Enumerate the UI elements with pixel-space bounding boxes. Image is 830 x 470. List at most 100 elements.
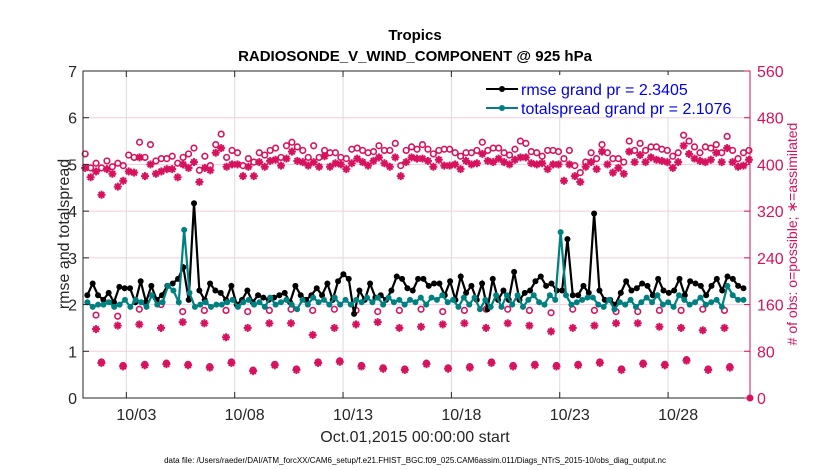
- series-point-rmse: [729, 275, 736, 282]
- obs-assimilated-marker: [385, 162, 394, 171]
- legend-spread-marker: [499, 105, 505, 111]
- series-point-totalspread: [143, 303, 150, 310]
- obs-possible-marker: [547, 309, 555, 317]
- obs-assimilated-marker: [440, 161, 449, 170]
- obs-possible-marker: [369, 147, 378, 156]
- series-point-rmse: [196, 287, 203, 294]
- series-point-rmse: [468, 282, 475, 289]
- series-point-rmse: [649, 292, 656, 299]
- obs-assimilated-marker: [590, 321, 599, 330]
- obs-possible-marker: [677, 306, 685, 315]
- obs-possible-marker: [190, 144, 198, 152]
- obs-possible-marker: [745, 146, 753, 155]
- series-point-totalspread: [401, 301, 408, 308]
- series-point-totalspread: [299, 296, 306, 303]
- obs-assimilated-marker: [630, 158, 639, 167]
- obs-possible-marker: [184, 150, 193, 158]
- series-point-totalspread: [165, 282, 172, 289]
- y2-axis-label: # of obs: o=possible; ∗=assimilated: [784, 123, 800, 346]
- series-point-rmse: [116, 283, 123, 290]
- obs-possible-marker: [299, 146, 307, 155]
- obs-possible-marker: [239, 161, 247, 170]
- obs-assimilated-marker: [592, 165, 601, 174]
- obs-assimilated-marker: [489, 158, 498, 167]
- series-point-rmse: [356, 287, 363, 294]
- series-point-totalspread: [315, 299, 322, 306]
- series-point-totalspread: [708, 299, 715, 306]
- obs-possible-marker: [201, 152, 209, 160]
- series-point-totalspread: [439, 292, 446, 299]
- obs-assimilated-marker: [598, 147, 607, 156]
- series-point-rmse: [537, 273, 544, 280]
- obs-assimilated-marker: [460, 319, 469, 328]
- series-point-rmse: [84, 292, 91, 299]
- obs-possible-marker: [617, 365, 626, 373]
- obs-assimilated-marker: [505, 160, 514, 169]
- series-point-totalspread: [622, 301, 629, 308]
- obs-assimilated-marker: [445, 161, 454, 170]
- series-point-rmse: [532, 278, 539, 285]
- obs-possible-marker: [97, 358, 106, 366]
- obs-possible-marker: [704, 365, 712, 373]
- obs-assimilated-marker: [260, 162, 269, 171]
- obs-assimilated-marker: [603, 160, 612, 169]
- obs-assimilated-marker: [243, 323, 252, 332]
- obs-possible-marker: [119, 161, 127, 170]
- series-point-rmse: [335, 278, 342, 285]
- series-point-rmse: [105, 289, 112, 296]
- series-point-totalspread: [584, 294, 591, 301]
- obs-possible-marker: [103, 157, 111, 165]
- obs-possible-marker: [560, 154, 568, 163]
- chart-subtitle: RADIOSONDE_V_WIND_COMPONENT @ 925 hPa: [238, 48, 593, 65]
- series-point-rmse: [697, 282, 704, 289]
- obs-possible-marker: [661, 360, 669, 368]
- obs-assimilated-marker: [438, 320, 447, 329]
- series-point-rmse: [244, 287, 251, 294]
- series-point-totalspread: [240, 299, 247, 306]
- series-point-rmse: [313, 285, 320, 292]
- series-point-totalspread: [471, 294, 478, 301]
- obs-possible-marker: [249, 366, 257, 374]
- obs-assimilated-marker: [320, 152, 329, 161]
- series-point-totalspread: [347, 301, 354, 308]
- obs-assimilated-marker: [608, 168, 617, 177]
- obs-assimilated-marker: [308, 330, 317, 339]
- series-point-rmse: [671, 287, 678, 294]
- series-point-totalspread: [428, 294, 435, 301]
- obs-possible-marker: [418, 140, 427, 149]
- series-point-rmse: [281, 289, 288, 296]
- obs-possible-marker: [538, 152, 546, 160]
- series-point-rmse: [169, 280, 176, 287]
- series-point-rmse: [591, 210, 598, 217]
- series-point-totalspread: [175, 299, 182, 306]
- obs-possible-marker: [315, 153, 323, 162]
- obs-assimilated-marker: [173, 173, 182, 182]
- series-point-rmse: [95, 292, 102, 299]
- obs-possible-marker: [271, 360, 279, 368]
- obs-assimilated-marker: [184, 163, 193, 172]
- obs-possible-marker: [342, 154, 350, 163]
- series-point-rmse: [345, 275, 352, 282]
- obs-possible-marker: [723, 132, 731, 140]
- obs-possible-marker: [574, 360, 582, 368]
- series-point-rmse: [564, 236, 571, 243]
- series-point-totalspread: [595, 301, 602, 308]
- obs-assimilated-marker: [102, 165, 111, 174]
- series-point-totalspread: [444, 299, 451, 306]
- series-point-totalspread: [202, 299, 209, 306]
- obs-assimilated-marker: [315, 162, 324, 171]
- series-point-rmse: [511, 268, 518, 275]
- series-point-totalspread: [632, 303, 639, 310]
- series-point-rmse: [457, 273, 464, 280]
- obs-possible-marker: [222, 306, 230, 315]
- obs-possible-marker: [357, 361, 366, 370]
- series-point-totalspread: [407, 296, 414, 303]
- obs-possible-marker: [81, 150, 89, 158]
- y2-tick-label: 240: [757, 251, 784, 268]
- series-point-totalspread: [390, 299, 397, 306]
- obs-possible-marker: [200, 306, 208, 315]
- obs-possible-marker: [292, 365, 301, 373]
- obs-assimilated-marker: [581, 162, 590, 171]
- obs-possible-marker: [460, 306, 468, 315]
- series-point-totalspread: [138, 299, 145, 306]
